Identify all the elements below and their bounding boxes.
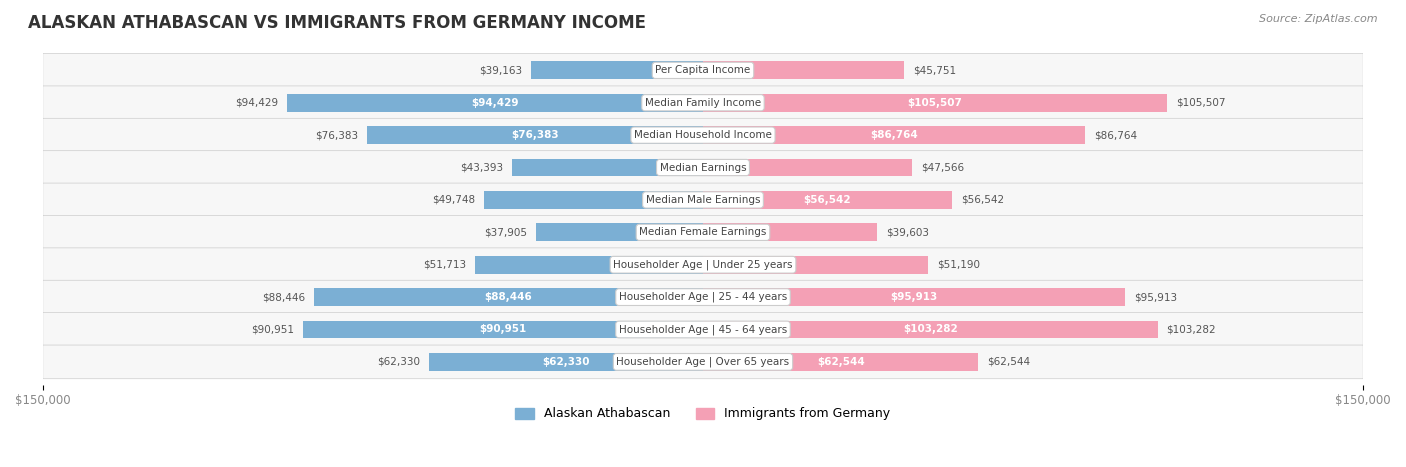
- Text: $103,282: $103,282: [903, 325, 957, 334]
- Bar: [703, 159, 912, 177]
- Bar: [429, 353, 703, 371]
- Text: $95,913: $95,913: [890, 292, 938, 302]
- Text: $56,542: $56,542: [960, 195, 1004, 205]
- FancyBboxPatch shape: [42, 345, 1364, 379]
- Text: Source: ZipAtlas.com: Source: ZipAtlas.com: [1260, 14, 1378, 24]
- Bar: [703, 191, 952, 209]
- Text: $62,544: $62,544: [817, 357, 865, 367]
- Text: $76,383: $76,383: [512, 130, 558, 140]
- Text: $90,951: $90,951: [250, 325, 294, 334]
- Text: $39,603: $39,603: [886, 227, 929, 237]
- Text: $90,951: $90,951: [479, 325, 526, 334]
- Text: Householder Age | Over 65 years: Householder Age | Over 65 years: [616, 357, 790, 367]
- Bar: [367, 126, 703, 144]
- Text: Householder Age | Under 25 years: Householder Age | Under 25 years: [613, 260, 793, 270]
- Text: Median Household Income: Median Household Income: [634, 130, 772, 140]
- Bar: [314, 288, 703, 306]
- Legend: Alaskan Athabascan, Immigrants from Germany: Alaskan Athabascan, Immigrants from Germ…: [510, 403, 896, 425]
- Bar: [703, 353, 979, 371]
- Text: Median Family Income: Median Family Income: [645, 98, 761, 108]
- Text: $103,282: $103,282: [1167, 325, 1216, 334]
- Text: $49,748: $49,748: [432, 195, 475, 205]
- Bar: [302, 320, 703, 339]
- Text: $105,507: $105,507: [908, 98, 963, 108]
- Text: $62,544: $62,544: [987, 357, 1031, 367]
- Text: Median Male Earnings: Median Male Earnings: [645, 195, 761, 205]
- Text: Householder Age | 45 - 64 years: Householder Age | 45 - 64 years: [619, 324, 787, 335]
- Text: Householder Age | 25 - 44 years: Householder Age | 25 - 44 years: [619, 292, 787, 302]
- Bar: [512, 159, 703, 177]
- Text: $76,383: $76,383: [315, 130, 359, 140]
- Text: $94,429: $94,429: [471, 98, 519, 108]
- Bar: [536, 223, 703, 241]
- Text: $95,913: $95,913: [1135, 292, 1177, 302]
- Text: $88,446: $88,446: [262, 292, 305, 302]
- FancyBboxPatch shape: [42, 280, 1364, 314]
- Text: $47,566: $47,566: [921, 163, 965, 172]
- Text: $86,764: $86,764: [1094, 130, 1137, 140]
- Text: $88,446: $88,446: [485, 292, 533, 302]
- Text: $94,429: $94,429: [235, 98, 278, 108]
- FancyBboxPatch shape: [42, 248, 1364, 282]
- Bar: [703, 223, 877, 241]
- Bar: [703, 320, 1157, 339]
- FancyBboxPatch shape: [42, 54, 1364, 87]
- Text: $37,905: $37,905: [485, 227, 527, 237]
- FancyBboxPatch shape: [42, 86, 1364, 120]
- Bar: [703, 126, 1085, 144]
- Text: $51,713: $51,713: [423, 260, 467, 270]
- Bar: [703, 62, 904, 79]
- Bar: [530, 62, 703, 79]
- Text: ALASKAN ATHABASCAN VS IMMIGRANTS FROM GERMANY INCOME: ALASKAN ATHABASCAN VS IMMIGRANTS FROM GE…: [28, 14, 647, 32]
- Bar: [484, 191, 703, 209]
- Text: $51,190: $51,190: [938, 260, 980, 270]
- Bar: [287, 94, 703, 112]
- Text: $39,163: $39,163: [478, 65, 522, 75]
- Text: Median Earnings: Median Earnings: [659, 163, 747, 172]
- Text: $62,330: $62,330: [543, 357, 589, 367]
- Text: $43,393: $43,393: [460, 163, 503, 172]
- FancyBboxPatch shape: [42, 118, 1364, 152]
- Text: $45,751: $45,751: [912, 65, 956, 75]
- Text: $105,507: $105,507: [1177, 98, 1226, 108]
- FancyBboxPatch shape: [42, 215, 1364, 249]
- FancyBboxPatch shape: [42, 151, 1364, 184]
- Bar: [703, 94, 1167, 112]
- FancyBboxPatch shape: [42, 183, 1364, 217]
- Text: Median Female Earnings: Median Female Earnings: [640, 227, 766, 237]
- Text: Per Capita Income: Per Capita Income: [655, 65, 751, 75]
- Bar: [703, 288, 1125, 306]
- Bar: [475, 256, 703, 274]
- Text: $86,764: $86,764: [870, 130, 918, 140]
- Bar: [703, 256, 928, 274]
- Text: $56,542: $56,542: [804, 195, 851, 205]
- Text: $62,330: $62,330: [377, 357, 420, 367]
- FancyBboxPatch shape: [42, 312, 1364, 347]
